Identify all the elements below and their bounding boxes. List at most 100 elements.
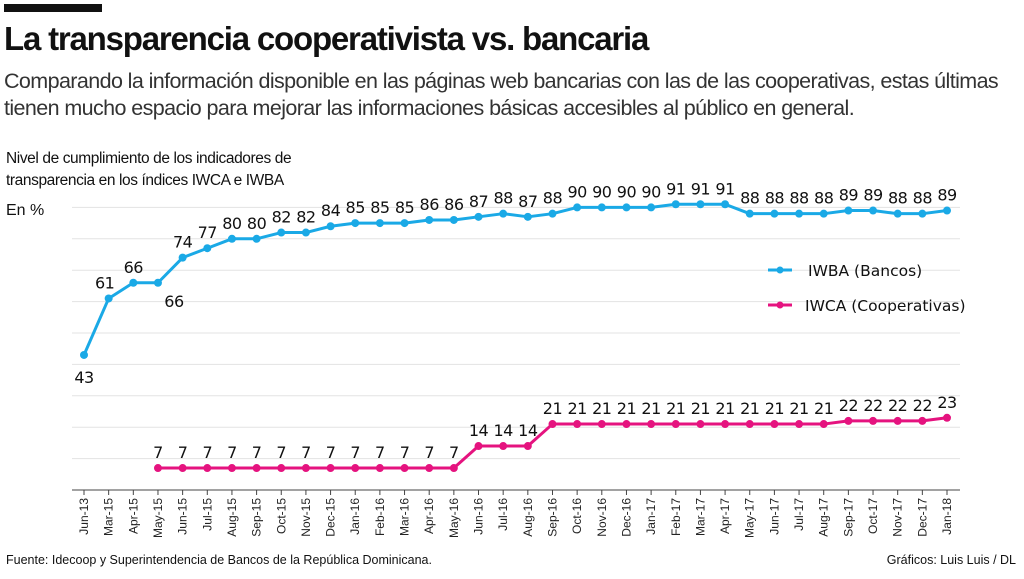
data-label: 74 <box>173 233 193 252</box>
x-tick-label: Jan-16 <box>348 498 362 535</box>
data-label: 85 <box>346 198 365 217</box>
x-tick-label: Dec-15 <box>324 498 338 537</box>
legend-label: IWCA (Cooperativas) <box>805 297 966 315</box>
data-label: 80 <box>247 214 267 233</box>
x-tick-label: Jan-17 <box>644 498 658 535</box>
data-label: 61 <box>95 273 114 292</box>
data-point <box>770 420 779 429</box>
data-label: 88 <box>740 189 760 208</box>
data-point <box>301 228 310 237</box>
data-label: 21 <box>789 399 808 418</box>
data-point <box>326 464 335 473</box>
data-point <box>696 420 705 429</box>
data-label: 21 <box>617 399 636 418</box>
x-tick-label: Jul-17 <box>792 498 806 531</box>
data-label: 86 <box>420 195 440 214</box>
data-point <box>375 219 384 228</box>
data-label: 77 <box>198 223 217 242</box>
x-tick-label: Nov-17 <box>891 498 905 537</box>
x-tick-label: May-16 <box>447 498 461 538</box>
data-label: 89 <box>863 186 883 205</box>
data-label: 88 <box>543 189 563 208</box>
data-label: 21 <box>715 399 734 418</box>
data-label: 7 <box>449 443 459 462</box>
data-point <box>523 212 532 221</box>
data-point <box>252 234 261 243</box>
data-point <box>449 215 458 224</box>
x-tick-label: Aug-17 <box>817 498 831 537</box>
x-tick-label: Jun-13 <box>77 498 91 535</box>
data-point <box>425 464 434 473</box>
data-point <box>449 464 458 473</box>
data-point <box>622 420 631 429</box>
data-label: 80 <box>222 214 242 233</box>
data-label: 7 <box>400 443 410 462</box>
data-point <box>597 203 606 212</box>
data-label: 90 <box>641 182 661 201</box>
data-point <box>425 215 434 224</box>
x-tick-label: Oct-15 <box>274 498 288 534</box>
x-tick-label: Aug-16 <box>521 498 535 537</box>
data-label: 22 <box>913 396 932 415</box>
data-label: 82 <box>272 208 291 227</box>
data-point <box>671 420 680 429</box>
data-point <box>351 464 360 473</box>
data-label: 91 <box>691 179 710 198</box>
data-point <box>721 200 730 209</box>
data-point <box>819 209 828 218</box>
x-tick-label: May-15 <box>151 498 165 538</box>
data-point <box>80 350 88 359</box>
data-label: 87 <box>469 192 488 211</box>
data-label: 66 <box>164 292 184 311</box>
x-tick-label: Mar-16 <box>398 498 412 536</box>
data-label: 82 <box>296 208 315 227</box>
data-label: 87 <box>518 192 537 211</box>
title-bar-decoration <box>4 4 102 12</box>
data-point <box>227 234 236 243</box>
data-point <box>153 464 162 473</box>
data-label: 23 <box>937 393 956 412</box>
data-label: 43 <box>74 368 93 387</box>
data-point <box>597 420 606 429</box>
data-label: 88 <box>789 189 809 208</box>
x-tick-label: Feb-16 <box>373 498 387 536</box>
data-label: 21 <box>641 399 660 418</box>
data-point <box>770 209 779 218</box>
data-point <box>943 206 951 215</box>
data-label: 88 <box>913 189 933 208</box>
data-label: 88 <box>493 189 513 208</box>
data-point <box>573 420 582 429</box>
data-label: 7 <box>326 443 336 462</box>
data-label: 90 <box>567 182 587 201</box>
data-label: 7 <box>227 443 237 462</box>
x-tick-label: Dec-16 <box>619 498 633 537</box>
page-title: La transparencia cooperativista vs. banc… <box>4 20 649 57</box>
data-label: 21 <box>691 399 710 418</box>
data-point <box>178 253 187 262</box>
data-point <box>178 464 187 473</box>
credit-note: Gráficos: Luis Luis / DL <box>886 553 1016 567</box>
x-tick-label: Jun-17 <box>767 498 781 535</box>
data-point <box>622 203 631 212</box>
y-axis-label-line1: Nivel de cumplimiento de los indicadores… <box>6 150 292 167</box>
data-label: 21 <box>740 399 759 418</box>
data-label: 22 <box>863 396 882 415</box>
data-point <box>499 209 508 218</box>
data-label: 7 <box>350 443 360 462</box>
data-point <box>943 413 951 422</box>
data-label: 7 <box>276 443 286 462</box>
x-tick-label: Jan-18 <box>940 498 954 535</box>
data-point <box>745 420 754 429</box>
data-label: 86 <box>444 195 464 214</box>
x-tick-label: Mar-15 <box>102 498 116 536</box>
data-point <box>351 219 360 228</box>
data-point <box>203 244 212 253</box>
data-label: 89 <box>839 186 859 205</box>
data-label: 21 <box>666 399 685 418</box>
x-tick-label: Nov-15 <box>299 498 313 537</box>
data-point <box>104 294 113 303</box>
data-point <box>573 203 582 212</box>
data-point <box>523 442 532 451</box>
data-label: 21 <box>543 399 562 418</box>
data-label: 85 <box>395 198 414 217</box>
